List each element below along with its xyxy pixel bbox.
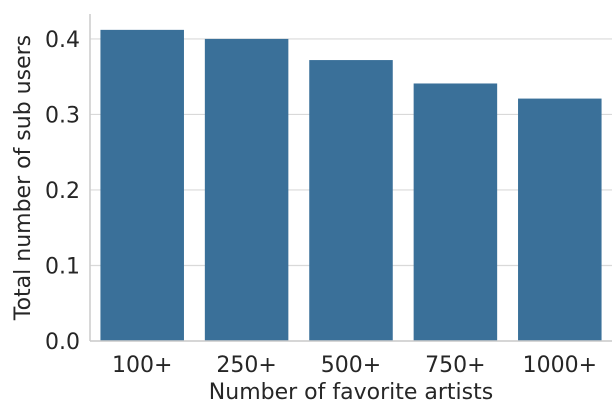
bar-100plus [100,29,184,341]
y-tick-labels: 0.0 0.1 0.2 0.3 0.4 [45,28,80,355]
x-tick-label: 500+ [321,353,381,378]
bar-750plus [413,83,498,341]
y-tick-label: 0.0 [45,330,80,355]
bar-1000plus [518,98,602,341]
y-tick-label: 0.4 [45,28,80,53]
x-tick-label: 750+ [425,353,485,378]
y-tick-label: 0.2 [45,179,80,204]
y-tick-label: 0.1 [45,254,80,279]
x-tick-label: 1000+ [523,353,597,378]
bar-250plus [204,38,289,341]
y-axis-label: Total number of sub users [11,35,36,321]
axes-spines [89,14,612,342]
bar-500plus [309,60,393,341]
x-tick-label: 100+ [112,353,172,378]
x-axis-label: Number of favorite artists [209,380,493,401]
bars [100,29,602,341]
x-tick-labels: 100+ 250+ 500+ 750+ 1000+ [112,353,597,378]
y-tick-label: 0.3 [45,103,80,128]
x-tick-label: 250+ [216,353,276,378]
